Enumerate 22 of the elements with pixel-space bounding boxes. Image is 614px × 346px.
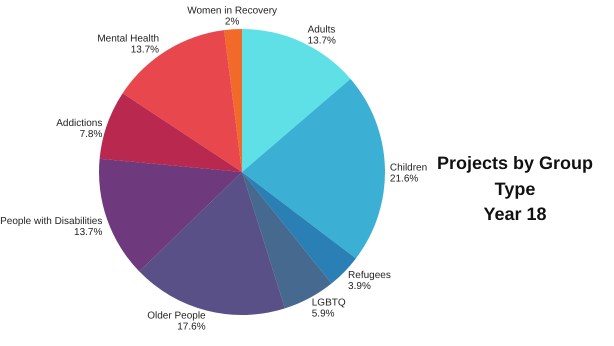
slice-label: Older People (147, 310, 206, 322)
slice-label: Refugees (348, 270, 391, 282)
data-label: 13.7% (130, 44, 160, 56)
data-label: 5.9% (312, 308, 335, 320)
data-label: 7.8% (80, 128, 102, 140)
data-label: 17.6% (177, 321, 206, 332)
slice-label: Women in Recovery (187, 5, 278, 16)
slice-label: Mental Health (97, 34, 160, 45)
data-label: 13.7% (74, 227, 102, 238)
pie-slice (224, 29, 242, 172)
slice-label: Children (390, 162, 428, 174)
slice-label: LGBTQ (312, 298, 346, 309)
text: Year 18 (482, 204, 548, 225)
slice-label: Adults (308, 24, 336, 36)
slice-label: People with Disabilities (0, 216, 102, 228)
pie-slice (242, 78, 385, 258)
data-label: 13.7% (308, 35, 336, 46)
slice-label: Addictions (56, 118, 102, 129)
data-label: 3.9% (348, 281, 371, 292)
text: Projects by Group Type (436, 152, 594, 201)
data-label: 21.6% (390, 174, 418, 185)
data-label: 2% (224, 16, 240, 28)
